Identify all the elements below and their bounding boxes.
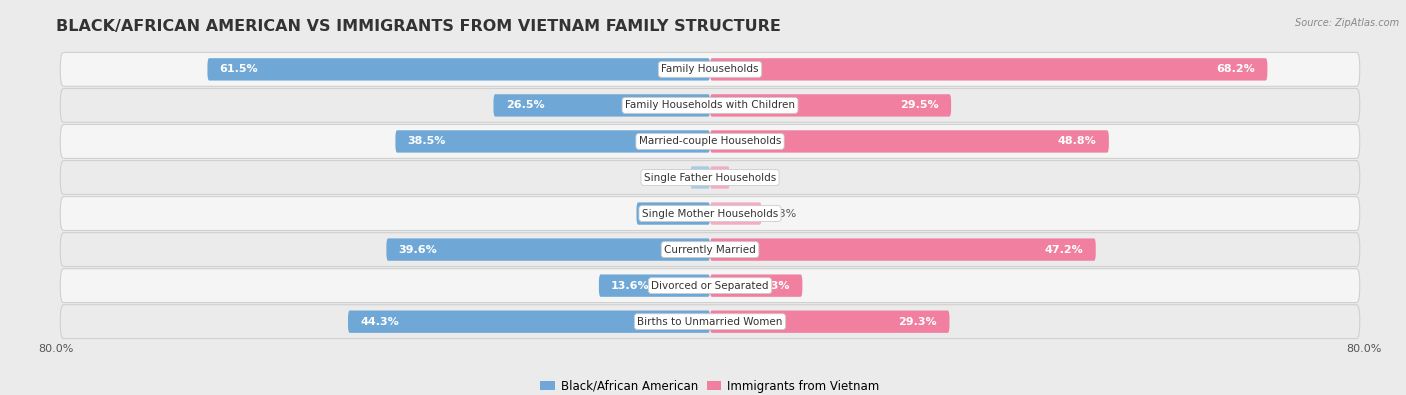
FancyBboxPatch shape	[710, 239, 1095, 261]
FancyBboxPatch shape	[349, 310, 710, 333]
Text: 6.3%: 6.3%	[768, 209, 796, 218]
Text: 2.4%: 2.4%	[655, 173, 683, 182]
Text: Married-couple Households: Married-couple Households	[638, 136, 782, 147]
Text: 47.2%: 47.2%	[1045, 245, 1084, 255]
FancyBboxPatch shape	[60, 197, 1360, 231]
FancyBboxPatch shape	[710, 94, 950, 117]
FancyBboxPatch shape	[637, 202, 710, 225]
Text: 39.6%: 39.6%	[399, 245, 437, 255]
FancyBboxPatch shape	[710, 58, 1267, 81]
FancyBboxPatch shape	[710, 166, 730, 189]
Text: Currently Married: Currently Married	[664, 245, 756, 255]
FancyBboxPatch shape	[60, 305, 1360, 339]
Text: 9.0%: 9.0%	[648, 209, 679, 218]
Text: 48.8%: 48.8%	[1057, 136, 1097, 147]
Text: 13.6%: 13.6%	[612, 280, 650, 291]
Text: 29.5%: 29.5%	[900, 100, 939, 111]
FancyBboxPatch shape	[710, 202, 762, 225]
Text: BLACK/AFRICAN AMERICAN VS IMMIGRANTS FROM VIETNAM FAMILY STRUCTURE: BLACK/AFRICAN AMERICAN VS IMMIGRANTS FRO…	[56, 19, 782, 34]
FancyBboxPatch shape	[710, 275, 803, 297]
FancyBboxPatch shape	[60, 160, 1360, 194]
Text: 11.3%: 11.3%	[752, 280, 790, 291]
Text: Family Households: Family Households	[661, 64, 759, 74]
Text: 44.3%: 44.3%	[360, 317, 399, 327]
Text: 61.5%: 61.5%	[219, 64, 259, 74]
Legend: Black/African American, Immigrants from Vietnam: Black/African American, Immigrants from …	[536, 375, 884, 395]
FancyBboxPatch shape	[387, 239, 710, 261]
Text: Family Households with Children: Family Households with Children	[626, 100, 794, 111]
Text: Source: ZipAtlas.com: Source: ZipAtlas.com	[1295, 18, 1399, 28]
FancyBboxPatch shape	[60, 53, 1360, 87]
FancyBboxPatch shape	[395, 130, 710, 152]
Text: 2.4%: 2.4%	[737, 173, 765, 182]
FancyBboxPatch shape	[710, 310, 949, 333]
FancyBboxPatch shape	[60, 88, 1360, 122]
Text: 29.3%: 29.3%	[898, 317, 938, 327]
Text: Single Father Households: Single Father Households	[644, 173, 776, 182]
Text: 68.2%: 68.2%	[1216, 64, 1256, 74]
Text: Divorced or Separated: Divorced or Separated	[651, 280, 769, 291]
FancyBboxPatch shape	[60, 233, 1360, 267]
Text: Births to Unmarried Women: Births to Unmarried Women	[637, 317, 783, 327]
Text: Single Mother Households: Single Mother Households	[643, 209, 778, 218]
FancyBboxPatch shape	[60, 124, 1360, 158]
FancyBboxPatch shape	[690, 166, 710, 189]
FancyBboxPatch shape	[208, 58, 710, 81]
Text: 38.5%: 38.5%	[408, 136, 446, 147]
FancyBboxPatch shape	[710, 130, 1109, 152]
Text: 26.5%: 26.5%	[506, 100, 544, 111]
FancyBboxPatch shape	[599, 275, 710, 297]
FancyBboxPatch shape	[60, 269, 1360, 303]
FancyBboxPatch shape	[494, 94, 710, 117]
